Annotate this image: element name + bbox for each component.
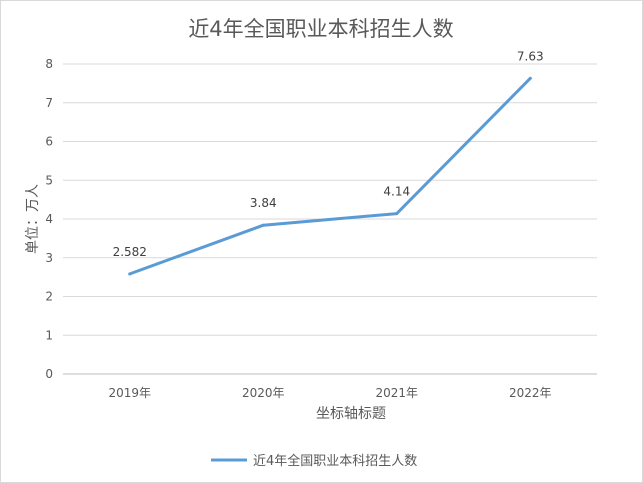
y-tick-label: 7 [45, 96, 53, 110]
legend-label: 近4年全国职业本科招生人数 [253, 453, 417, 469]
y-tick-label: 4 [45, 212, 53, 226]
y-tick-label: 8 [45, 57, 53, 71]
data-point [261, 223, 265, 227]
series-line [128, 76, 532, 276]
data-label: 4.14 [383, 185, 410, 199]
legend: 近4年全国职业本科招生人数 [211, 453, 417, 469]
y-tick-label: 6 [45, 135, 53, 149]
data-label: 7.63 [517, 49, 544, 63]
x-tick-label: 2022年 [509, 386, 552, 400]
data-label: 3.84 [250, 196, 277, 210]
x-axis-title: 坐标轴标题 [316, 406, 386, 422]
y-axis-ticks: 0 1 2 3 4 5 6 7 8 [45, 57, 53, 381]
data-point [528, 76, 532, 80]
y-tick-label: 3 [45, 251, 53, 265]
data-point [395, 212, 399, 216]
y-tick-label: 0 [45, 367, 53, 381]
chart-title: 近4年全国职业本科招生人数 [188, 17, 453, 41]
data-label: 2.582 [113, 245, 147, 259]
x-tick-label: 2019年 [108, 386, 151, 400]
y-tick-label: 5 [45, 173, 53, 187]
y-tick-label: 1 [45, 328, 53, 342]
y-axis-title: 单位：万人 [25, 184, 41, 254]
y-tick-label: 2 [45, 290, 53, 304]
x-axis-ticks: 2019年 2020年 2021年 2022年 [108, 386, 551, 400]
x-tick-label: 2020年 [242, 386, 285, 400]
data-labels: 2.582 3.84 4.14 7.63 [113, 49, 544, 259]
data-point [128, 272, 132, 276]
x-tick-label: 2021年 [375, 386, 418, 400]
series-line-group [128, 76, 532, 276]
